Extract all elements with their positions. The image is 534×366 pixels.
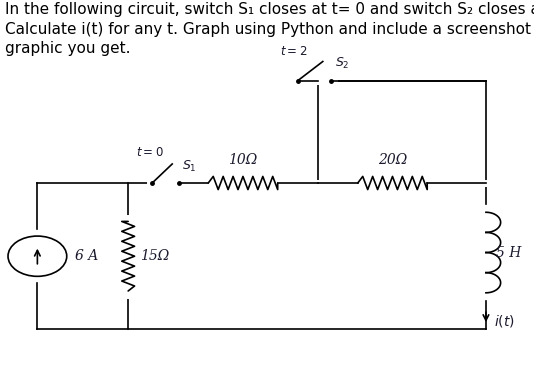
Text: $t=0$: $t=0$ (136, 146, 163, 159)
Text: 10Ω: 10Ω (229, 153, 257, 167)
Text: In the following circuit, switch S₁ closes at t= 0 and switch S₂ closes at t= 2.: In the following circuit, switch S₁ clos… (5, 2, 534, 56)
Text: $S_1$: $S_1$ (182, 159, 196, 174)
Text: $i(t)$: $i(t)$ (494, 313, 515, 329)
Text: $S_2$: $S_2$ (335, 56, 350, 71)
Text: 6 A: 6 A (75, 249, 98, 263)
Text: $t=2$: $t=2$ (280, 45, 308, 58)
Text: 20Ω: 20Ω (378, 153, 407, 167)
Text: 15Ω: 15Ω (140, 249, 169, 263)
Text: 5 H: 5 H (496, 246, 521, 259)
